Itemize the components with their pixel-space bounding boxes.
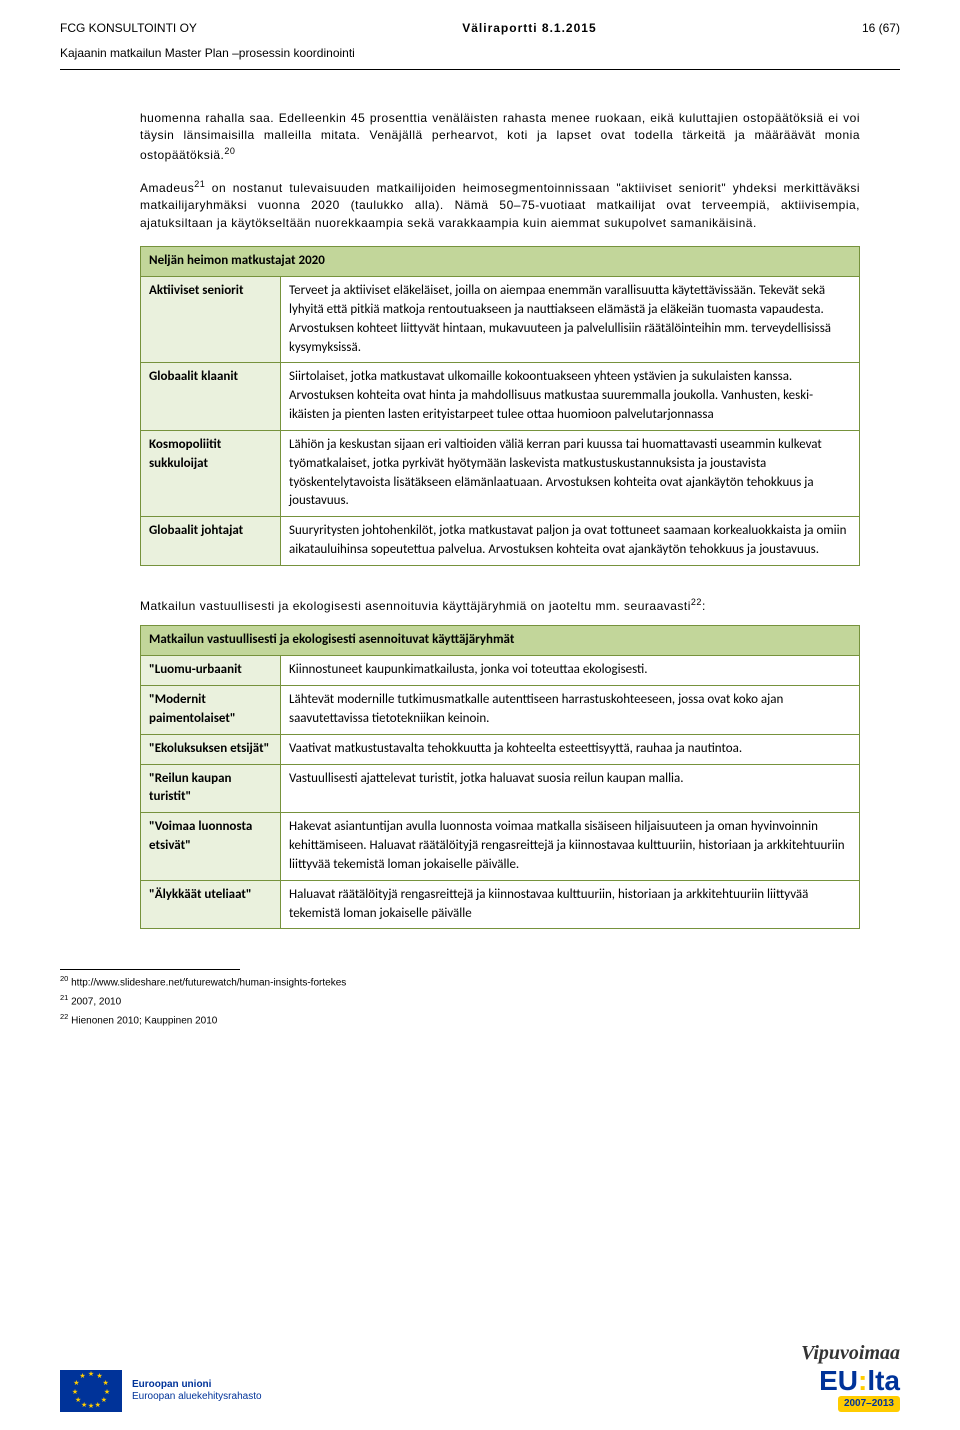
eu-logo-block: ★ ★ ★ ★ ★ ★ ★ ★ ★ ★ ★ ★ Euroopan unioni … <box>60 1370 262 1412</box>
eulta-eu: EU <box>819 1365 858 1396</box>
table2-cat-3: "Reilun kaupan turistit" <box>141 764 281 813</box>
table2-desc-3: Vastuullisesti ajattelevat turistit, jot… <box>281 764 860 813</box>
table2-cat-4: "Voimaa luonnosta etsivät" <box>141 813 281 881</box>
table-row: "Ekoluksuksen etsijät" Vaativat matkustu… <box>141 734 860 764</box>
fn-num-20: 20 <box>60 974 68 983</box>
table-row: "Älykkäät uteliaat" Haluavat räätälöityj… <box>141 880 860 929</box>
page-footer: ★ ★ ★ ★ ★ ★ ★ ★ ★ ★ ★ ★ Euroopan unioni … <box>0 1339 960 1412</box>
paragraph-2: Amadeus21 on nostanut tulevaisuuden matk… <box>140 178 860 232</box>
header-org: FCG KONSULTOINTI OY <box>60 20 197 37</box>
table1-cat-2: Kosmopoliitit sukkuloijat <box>141 430 281 516</box>
table1-desc-2: Lähiön ja keskustan sijaan eri valtioide… <box>281 430 860 516</box>
header-title: Väliraportti 8.1.2015 <box>462 20 596 37</box>
table2-desc-2: Vaativat matkustustavalta tehokkuutta ja… <box>281 734 860 764</box>
eulta-colon: : <box>858 1365 867 1396</box>
footnote-20: 20 http://www.slideshare.net/futurewatch… <box>60 974 900 991</box>
para2-text-a: Amadeus <box>140 181 194 195</box>
vipu-word: Vipuvoimaa <box>801 1339 900 1368</box>
fn-num-21: 21 <box>60 993 68 1002</box>
table-row: "Modernit paimentolaiset" Lähtevät moder… <box>141 686 860 735</box>
para1-text: huomenna rahalla saa. Edelleenkin 45 pro… <box>140 111 860 162</box>
table1-title: Neljän heimon matkustajat 2020 <box>141 247 860 277</box>
footnote-21: 21 2007, 2010 <box>60 993 900 1010</box>
table-row: Aktiiviset seniorit Terveet ja aktiivise… <box>141 276 860 362</box>
footnotes: 20 http://www.slideshare.net/futurewatch… <box>0 969 960 1028</box>
eu-line1: Euroopan unioni <box>132 1379 262 1391</box>
vipu-years: 2007–2013 <box>838 1396 900 1413</box>
table2-cat-5: "Älykkäät uteliaat" <box>141 880 281 929</box>
eu-flag-icon: ★ ★ ★ ★ ★ ★ ★ ★ ★ ★ ★ ★ <box>60 1370 122 1412</box>
table1-cat-3: Globaalit johtajat <box>141 517 281 566</box>
vipuvoimaa-logo: Vipuvoimaa EU:lta 2007–2013 <box>801 1339 900 1412</box>
table2-desc-0: Kiinnostuneet kaupunkimatkailusta, jonka… <box>281 656 860 686</box>
table2-desc-1: Lähtevät modernille tutkimusmatkalle aut… <box>281 686 860 735</box>
footnote-ref-21: 21 <box>194 179 205 189</box>
table-kayttajaryhmat: Matkailun vastuullisesti ja ekologisesti… <box>140 625 860 929</box>
table2-cat-0: "Luomu-urbaanit <box>141 656 281 686</box>
table1-desc-3: Suuryritysten johtohenkilöt, jotka matku… <box>281 517 860 566</box>
table2-title: Matkailun vastuullisesti ja ekologisesti… <box>141 626 860 656</box>
paragraph-3: Matkailun vastuullisesti ja ekologisesti… <box>140 596 860 615</box>
table2-cat-1: "Modernit paimentolaiset" <box>141 686 281 735</box>
header-subtitle: Kajaanin matkailun Master Plan –prosessi… <box>0 43 960 68</box>
footnote-ref-22: 22 <box>691 597 702 607</box>
table-row: "Luomu-urbaanit Kiinnostuneet kaupunkima… <box>141 656 860 686</box>
table1-cat-0: Aktiiviset seniorit <box>141 276 281 362</box>
para3-text-a: Matkailun vastuullisesti ja ekologisesti… <box>140 599 691 613</box>
table1-desc-1: Siirtolaiset, jotka matkustavat ulkomail… <box>281 363 860 431</box>
page-header: FCG KONSULTOINTI OY Väliraportti 8.1.201… <box>0 0 960 43</box>
header-page: 16 (67) <box>862 20 900 37</box>
table-row: Globaalit klaanit Siirtolaiset, jotka ma… <box>141 363 860 431</box>
para2-text-b: on nostanut tulevaisuuden matkailijoiden… <box>140 181 860 230</box>
header-rule <box>60 69 900 70</box>
fn-text-20: http://www.slideshare.net/futurewatch/hu… <box>71 978 346 989</box>
fn-text-21: 2007, 2010 <box>71 997 121 1008</box>
eu-text: Euroopan unioni Euroopan aluekehitysraha… <box>132 1379 262 1403</box>
footnote-rule <box>60 969 240 970</box>
para3-text-b: : <box>702 599 706 613</box>
table1-desc-0: Terveet ja aktiiviset eläkeläiset, joill… <box>281 276 860 362</box>
table2-desc-4: Hakevat asiantuntijan avulla luonnosta v… <box>281 813 860 881</box>
table-row: "Reilun kaupan turistit" Vastuullisesti … <box>141 764 860 813</box>
eulta-lta: lta <box>867 1365 900 1396</box>
table2-desc-5: Haluavat räätälöityjä rengasreittejä ja … <box>281 880 860 929</box>
eulta: EU:lta <box>801 1368 900 1393</box>
main-content: huomenna rahalla saa. Edelleenkin 45 pro… <box>0 110 960 930</box>
table-heimot: Neljän heimon matkustajat 2020 Aktiivise… <box>140 246 860 566</box>
eu-stars: ★ ★ ★ ★ ★ ★ ★ ★ ★ ★ ★ ★ <box>74 1374 108 1408</box>
footnote-22: 22 Hienonen 2010; Kauppinen 2010 <box>60 1012 900 1029</box>
table-row: Kosmopoliitit sukkuloijat Lähiön ja kesk… <box>141 430 860 516</box>
table1-cat-1: Globaalit klaanit <box>141 363 281 431</box>
footnote-ref-20: 20 <box>224 146 235 156</box>
eu-line2: Euroopan aluekehitysrahasto <box>132 1391 262 1403</box>
paragraph-1: huomenna rahalla saa. Edelleenkin 45 pro… <box>140 110 860 164</box>
table-row: Globaalit johtajat Suuryritysten johtohe… <box>141 517 860 566</box>
table2-cat-2: "Ekoluksuksen etsijät" <box>141 734 281 764</box>
fn-num-22: 22 <box>60 1012 68 1021</box>
table-row: "Voimaa luonnosta etsivät" Hakevat asian… <box>141 813 860 881</box>
fn-text-22: Hienonen 2010; Kauppinen 2010 <box>71 1015 217 1026</box>
